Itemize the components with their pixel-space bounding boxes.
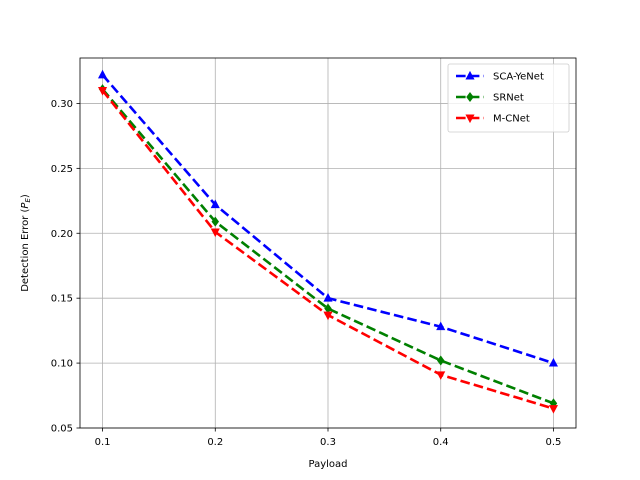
legend: SCA-YeNet SRNet M-CNet — [447, 63, 570, 133]
y-tick-label: 0.20 — [51, 229, 73, 240]
legend-label: SCA-YeNet — [493, 72, 544, 83]
series-sca-yenet — [97, 69, 559, 367]
legend-marker — [465, 70, 475, 80]
x-tick-label: 0.4 — [433, 437, 449, 448]
legend-marker — [465, 114, 475, 124]
legend-entry: M-CNet — [456, 114, 530, 125]
legend-entry: SCA-YeNet — [456, 70, 544, 83]
data-point — [97, 87, 108, 96]
series-layer — [97, 69, 559, 414]
y-tick-label: 0.10 — [51, 359, 73, 370]
series-m-cnet — [97, 87, 559, 414]
legend-entry: SRNet — [456, 92, 524, 104]
data-point — [323, 311, 333, 321]
y-tick-label: 0.25 — [51, 164, 73, 175]
y-tick-label: 0.05 — [51, 424, 73, 435]
x-tick-label: 0.2 — [207, 437, 223, 448]
data-point — [548, 357, 559, 367]
plot-frame — [79, 57, 577, 429]
y-tick-label: 0.15 — [51, 294, 73, 305]
y-tick-label: 0.30 — [51, 99, 73, 110]
data-point — [211, 216, 220, 227]
data-point — [436, 371, 446, 380]
x-axis-label: Payload — [309, 459, 348, 470]
x-tick-label: 0.3 — [320, 437, 336, 448]
axis-ticks: 0.1 0.2 0.3 0.4 0.5 0.05 0.10 0.15 0.20 0.25 0.30 — [51, 99, 562, 448]
legend-frame — [447, 63, 570, 133]
data-point — [323, 293, 333, 302]
data-point — [210, 228, 220, 238]
data-point — [210, 199, 220, 209]
data-point — [436, 321, 446, 331]
data-point — [97, 69, 108, 79]
data-point — [436, 355, 445, 366]
data-point — [548, 405, 559, 414]
legend-label: M-CNet — [493, 114, 530, 125]
x-tick-label: 0.1 — [95, 437, 111, 448]
x-tick-label: 0.5 — [546, 437, 562, 448]
series-line — [101, 88, 554, 405]
legend-label: SRNet — [493, 93, 524, 104]
y-axis-label: Detection Error (PE) — [20, 194, 32, 292]
legend-marker — [466, 92, 474, 102]
